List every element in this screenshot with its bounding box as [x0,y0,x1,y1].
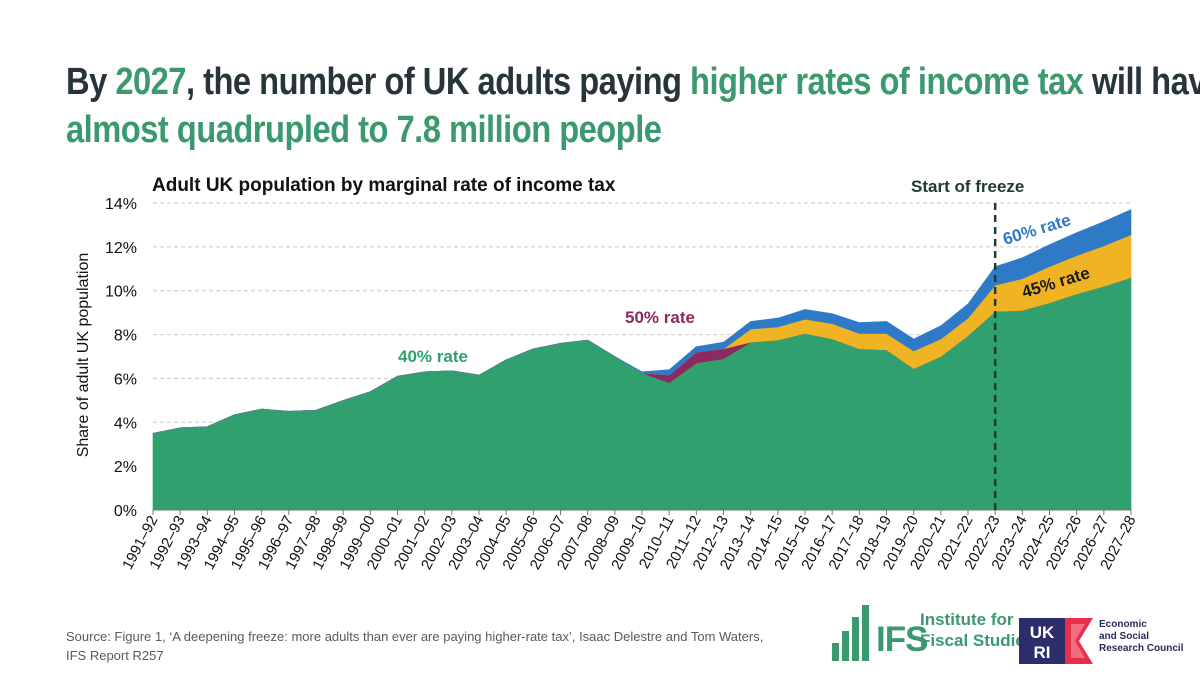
label-40-rate: 40% rate [398,347,468,366]
area-60-rate [152,209,1132,434]
esrc-logo-text: Economic and Social Research Council [1099,619,1184,654]
label-50-rate: 50% rate [625,308,695,327]
ifs-logo-bars-icon [832,605,869,661]
svg-text:RI: RI [1034,643,1051,662]
svg-text:UK: UK [1030,623,1055,642]
y-axis-label: Share of adult UK population [75,253,92,458]
stacked-areas [152,209,1132,511]
y-tick-label: 2% [114,459,137,476]
y-tick-label: 4% [114,415,137,432]
chart-title: Adult UK population by marginal rate of … [152,175,616,196]
y-tick-label: 10% [105,284,137,301]
y-axis: 0% 2% 4% 6% 8% 10% 12% 14% [105,196,137,520]
ukri-logo-icon: UK RI [1019,618,1093,664]
source-note: Source: Figure 1, ‘A deepening freeze: m… [66,629,764,663]
ifs-logo-mark: IFS [876,620,928,659]
freeze-label: Start of freeze [911,177,1024,196]
y-tick-label: 6% [114,371,137,388]
y-tick-label: 8% [114,328,137,345]
chart: Adult UK population by marginal rate of … [75,175,1140,572]
y-tick-label: 14% [105,196,137,213]
ifs-logo-text: Institute for Fiscal Studies [920,610,1035,650]
x-axis: 1991–921992–931993–941994–951995–961996–… [119,509,1140,572]
y-tick-label: 12% [105,240,137,257]
headline: By 2027, the number of UK adults paying … [66,61,1200,151]
y-tick-label: 0% [114,503,137,520]
